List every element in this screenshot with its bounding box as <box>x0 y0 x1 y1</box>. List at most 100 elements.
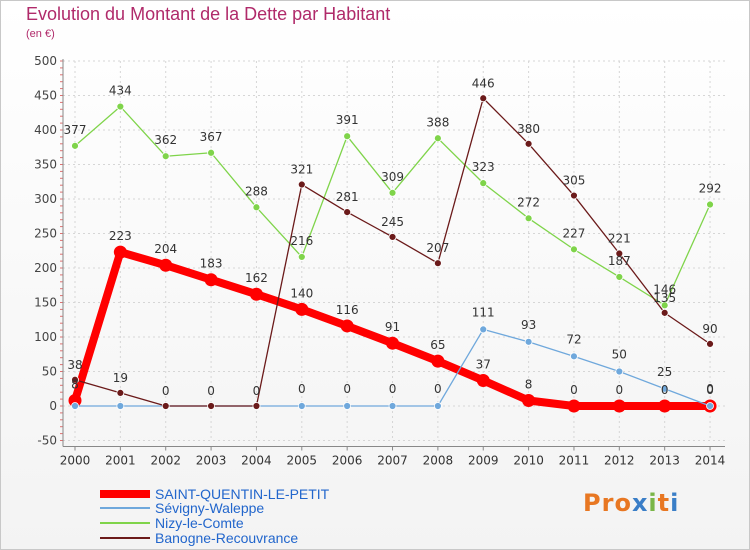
data-point <box>159 258 173 272</box>
data-label: 0 <box>570 383 578 397</box>
data-label: 50 <box>612 348 627 362</box>
data-point <box>343 402 352 410</box>
legend-label: Nizy-le-Comte <box>155 515 244 531</box>
x-tick-label: 2011 <box>559 454 590 468</box>
x-tick-label: 2003 <box>196 454 227 468</box>
data-point <box>479 325 488 334</box>
data-label: 140 <box>290 286 313 300</box>
data-point <box>297 180 306 189</box>
data-label: 227 <box>563 226 586 240</box>
data-label: 0 <box>615 383 623 397</box>
data-label: 305 <box>563 174 586 188</box>
data-label: 245 <box>381 215 404 229</box>
y-tick-label: 0 <box>49 399 57 413</box>
data-label: 223 <box>109 229 132 243</box>
x-tick-label: 2013 <box>649 454 680 468</box>
data-label: 288 <box>245 184 268 198</box>
data-label: 221 <box>608 232 631 246</box>
data-point <box>479 179 488 188</box>
data-point <box>388 402 397 410</box>
data-label: 388 <box>426 115 449 129</box>
data-point <box>386 336 400 350</box>
y-tick-label: 350 <box>34 158 57 172</box>
data-point <box>660 308 669 317</box>
chart-unit: (en €) <box>26 28 55 40</box>
chart-title: Evolution du Montant de la Dette par Hab… <box>26 4 391 24</box>
data-label: 0 <box>661 383 669 397</box>
y-tick-label: 400 <box>34 123 57 137</box>
data-point <box>388 188 397 197</box>
x-tick-label: 2010 <box>513 454 544 468</box>
y-tick-label: 250 <box>34 227 57 241</box>
data-point <box>161 402 170 410</box>
data-label: 37 <box>476 357 491 371</box>
data-label: 380 <box>517 122 540 136</box>
data-label: 8 <box>71 377 79 391</box>
data-point <box>249 287 263 301</box>
data-label: 377 <box>64 123 87 137</box>
data-label: 0 <box>706 382 714 396</box>
data-label: 0 <box>434 382 442 396</box>
data-label: 146 <box>653 282 676 296</box>
x-tick-label: 2007 <box>377 454 408 468</box>
data-label: 446 <box>472 76 495 90</box>
x-tick-label: 2009 <box>468 454 499 468</box>
proxiti-logo: Proxiti <box>583 489 680 517</box>
data-point <box>297 402 306 410</box>
data-label: 309 <box>381 170 404 184</box>
data-label: 65 <box>430 338 445 352</box>
data-point <box>660 301 669 310</box>
data-point <box>570 245 578 254</box>
data-point <box>433 134 442 143</box>
data-point <box>615 367 624 376</box>
y-tick-label: 200 <box>34 261 57 275</box>
data-point <box>388 233 397 241</box>
data-label: 187 <box>608 254 631 268</box>
data-point <box>431 354 445 368</box>
data-point <box>113 245 127 259</box>
data-point <box>433 402 442 410</box>
data-label: 434 <box>109 84 132 98</box>
data-point <box>340 319 354 333</box>
data-label: 0 <box>389 382 397 396</box>
data-label: 25 <box>657 365 672 379</box>
data-label: 8 <box>525 377 533 391</box>
data-label: 116 <box>336 303 359 317</box>
legend-swatch <box>100 507 150 509</box>
data-label: 0 <box>253 384 261 398</box>
data-point <box>567 399 581 413</box>
data-point <box>706 200 714 209</box>
data-point <box>161 152 170 161</box>
data-point <box>204 273 218 287</box>
data-point <box>207 148 215 157</box>
legend-label: Banogne-Recouvrance <box>155 530 299 546</box>
data-label: 292 <box>699 182 722 196</box>
data-point <box>71 141 79 150</box>
y-tick-label: 300 <box>34 192 57 206</box>
x-tick-label: 2002 <box>150 454 181 468</box>
data-point <box>433 259 442 268</box>
legend-swatch <box>100 490 150 498</box>
x-tick-label: 2012 <box>604 454 635 468</box>
data-label: 183 <box>200 257 223 271</box>
x-tick-label: 2008 <box>423 454 454 468</box>
data-point <box>524 139 533 148</box>
data-point <box>615 249 624 258</box>
data-label: 38 <box>67 358 82 372</box>
data-point <box>116 402 125 410</box>
data-label: 321 <box>290 163 313 177</box>
data-label: 0 <box>207 384 215 398</box>
data-label: 362 <box>154 133 177 147</box>
data-label: 207 <box>426 241 449 255</box>
data-point <box>570 352 578 361</box>
data-label: 0 <box>298 382 306 396</box>
legend-label: SAINT-QUENTIN-LE-PETIT <box>155 486 330 502</box>
data-point <box>343 132 352 141</box>
y-tick-label: 450 <box>34 89 57 103</box>
data-label: 93 <box>521 318 536 332</box>
legend-swatch <box>100 537 150 539</box>
data-point <box>297 253 306 261</box>
data-point <box>295 302 309 316</box>
legend-label: Sévigny-Waleppe <box>155 500 265 516</box>
data-point <box>706 402 714 410</box>
